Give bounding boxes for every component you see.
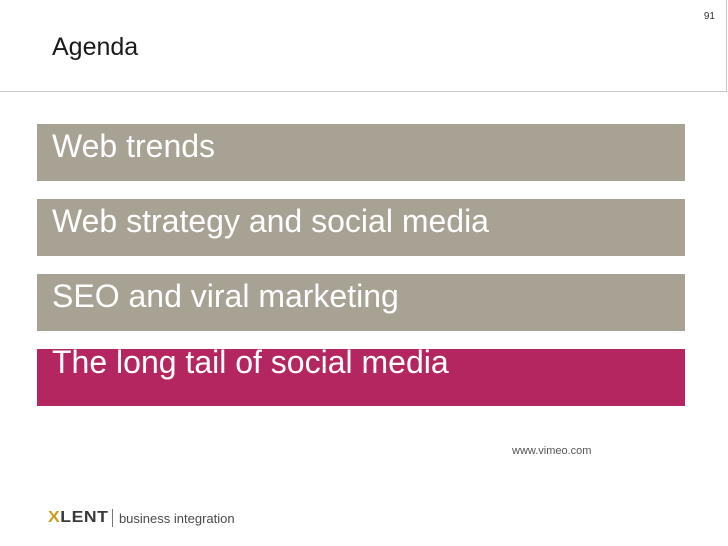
source-link[interactable]: www.vimeo.com	[512, 445, 592, 457]
agenda-item-label: SEO and viral marketing	[52, 278, 399, 314]
page-number: 91	[703, 11, 715, 22]
agenda-item-long-tail-active: The long tail of social media	[37, 349, 685, 406]
header-frame	[0, 0, 727, 92]
agenda-item-label: Web trends	[52, 128, 216, 164]
agenda-item-seo: SEO and viral marketing	[37, 274, 685, 331]
logo-brand-rest: LENT	[60, 509, 109, 526]
agenda-item-web-strategy: Web strategy and social media	[37, 199, 685, 256]
agenda-item-label: Web strategy and social media	[52, 203, 489, 239]
agenda-list: Web trends Web strategy and social media…	[37, 124, 685, 424]
page-title: Agenda	[52, 33, 139, 61]
agenda-item-label: The long tail of social media	[52, 349, 449, 380]
company-logo: XLENT business integration	[48, 508, 235, 528]
logo-tagline: business integration	[118, 510, 235, 526]
logo-x-letter: X	[48, 509, 61, 526]
logo-divider	[111, 509, 113, 527]
logo-brand: XLENT	[48, 509, 108, 527]
agenda-item-web-trends: Web trends	[37, 124, 685, 181]
